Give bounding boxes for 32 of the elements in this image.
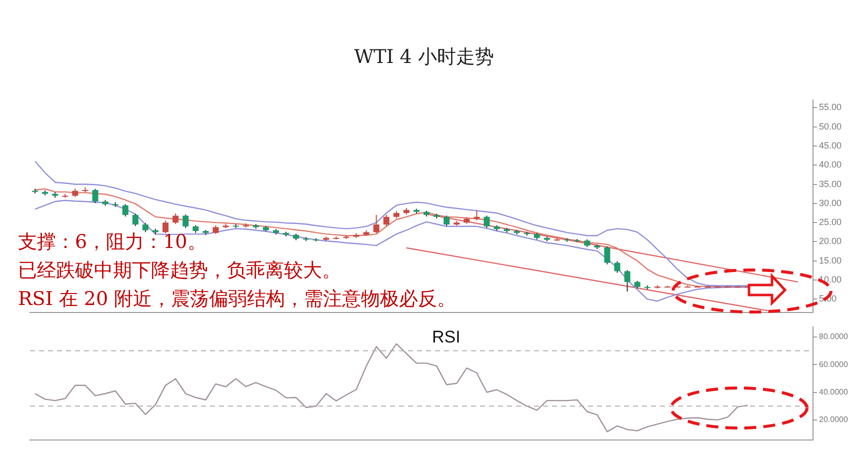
y-tick-label: 40.0000 xyxy=(819,387,848,396)
y-tick-label: 35.00 xyxy=(819,178,842,189)
candlestick xyxy=(182,214,189,228)
candlestick xyxy=(92,188,98,204)
y-tick-label: 25.00 xyxy=(819,217,842,228)
chart-title: WTI 4 小时走势 xyxy=(354,46,494,68)
candlestick xyxy=(142,222,148,233)
candlestick xyxy=(383,214,390,227)
candlestick xyxy=(624,270,630,292)
y-tick-label: 45.00 xyxy=(819,140,842,150)
y-tick-label: 60.0000 xyxy=(819,360,848,369)
candlestick xyxy=(444,215,450,227)
candlestick xyxy=(132,213,138,227)
candlestick xyxy=(172,212,179,225)
candlestick xyxy=(484,215,490,228)
y-tick-label: 20.00 xyxy=(819,236,842,246)
annotation: 支撑：6，阻力：10。 xyxy=(18,230,206,253)
y-tick-label: 40.00 xyxy=(819,160,842,170)
chart-title: RSI xyxy=(432,327,460,346)
y-tick-label: 80.0000 xyxy=(819,332,848,342)
y-tick-label: 15.00 xyxy=(819,255,842,266)
candlestick xyxy=(162,220,169,234)
candlestick xyxy=(614,260,620,274)
y-tick-label: 50.00 xyxy=(819,121,842,132)
candlestick xyxy=(373,214,380,234)
candlestick xyxy=(604,246,610,265)
candlestick xyxy=(122,204,128,217)
y-tick-label: 30.00 xyxy=(819,198,842,208)
annotation: RSI 在 20 附近，震荡偏弱结构，需注意物极必反。 xyxy=(18,288,456,310)
y-tick-label: 20.0000 xyxy=(819,415,848,424)
y-tick-label: 55.00 xyxy=(819,102,842,112)
annotation: 已经跌破中期下降趋势，负乖离较大。 xyxy=(18,259,341,282)
